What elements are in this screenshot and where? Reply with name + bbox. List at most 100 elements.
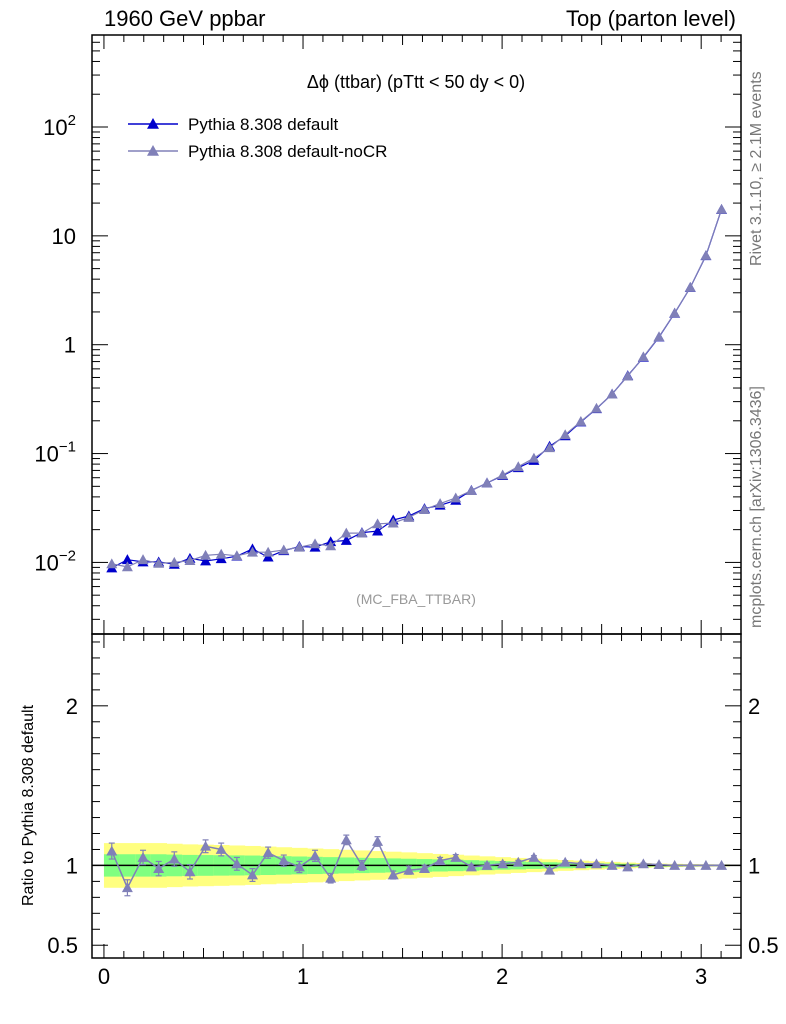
data-point	[168, 556, 180, 567]
data-point	[372, 525, 384, 536]
data-point	[231, 550, 243, 561]
ratio-data-point	[700, 859, 712, 870]
ratio-data-point	[215, 843, 227, 854]
ratio-data-point	[340, 834, 352, 845]
ratio-data-point	[434, 855, 446, 866]
ratio-data-point	[278, 855, 290, 866]
ratio-data-point	[262, 847, 274, 858]
ratio-data-point	[465, 861, 477, 872]
ratio-data-point	[325, 872, 337, 883]
ratio-data-point	[559, 856, 571, 867]
data-point	[716, 203, 728, 214]
data-point	[622, 370, 634, 381]
data-point	[465, 485, 477, 495]
ratio-frame	[91, 633, 742, 959]
series-line	[111, 209, 723, 568]
data-point	[121, 561, 133, 572]
data-point	[497, 469, 509, 480]
y-tick-label: 10	[52, 224, 76, 249]
ratio-panel: 0.5 0.5 1 1 2 2 0 1 2 3	[47, 633, 779, 989]
data-point	[653, 331, 665, 342]
data-point	[637, 351, 649, 362]
ratio-data-point	[106, 845, 118, 856]
legend-label: Pythia 8.308 default-noCR	[188, 142, 387, 161]
data-point	[309, 538, 321, 549]
ratio-data-point	[497, 858, 509, 869]
legend-marker	[147, 145, 159, 156]
ratio-data-point	[684, 859, 696, 870]
data-point	[121, 554, 133, 565]
ratio-data-point	[231, 858, 243, 869]
ratio-data-point	[528, 851, 540, 862]
header-left: 1960 GeV ppbar	[104, 6, 266, 31]
ratio-data-point	[622, 861, 634, 872]
data-point	[200, 555, 212, 566]
data-point	[200, 549, 212, 560]
x-tick-label: 1	[297, 964, 309, 989]
chart-title: Δϕ (ttbar) (pTtt < 50 dy < 0)	[307, 72, 525, 92]
ratio-data-point	[387, 869, 399, 880]
data-point	[544, 442, 556, 453]
data-point	[215, 548, 227, 559]
data-point	[434, 498, 446, 509]
series-line	[111, 209, 723, 569]
data-point	[325, 540, 337, 551]
data-point	[262, 546, 274, 557]
data-point	[153, 557, 165, 568]
data-point	[278, 544, 290, 555]
data-point	[403, 511, 415, 522]
ratio-data-point	[293, 861, 305, 872]
legend-marker	[147, 118, 159, 129]
y-tick-label: 1	[66, 853, 78, 878]
ratio-data-point	[153, 863, 165, 874]
y-tick-label: 0.5	[47, 933, 78, 958]
data-point	[669, 307, 681, 318]
y-tick-label: 2	[66, 694, 78, 719]
data-point	[246, 546, 258, 557]
ratio-data-point	[121, 882, 133, 893]
data-point	[590, 402, 602, 413]
ratio-data-point	[246, 869, 258, 880]
ratio-data-point	[512, 856, 524, 867]
ratio-data-point	[372, 835, 384, 846]
ratio-series-line	[111, 838, 722, 890]
y-tick-label-right: 2	[748, 694, 760, 719]
ratio-data-point	[606, 859, 618, 870]
data-point	[606, 388, 618, 399]
ratio-data-point	[184, 866, 196, 877]
ratio-data-point	[481, 859, 493, 870]
data-point	[372, 518, 384, 529]
analysis-label: (MC_FBA_TTBAR)	[356, 591, 476, 607]
header-right: Top (parton level)	[566, 6, 736, 31]
data-point	[340, 527, 352, 538]
ratio-data-point	[544, 864, 556, 875]
data-point	[106, 558, 118, 569]
ratio-data-point	[403, 864, 415, 875]
data-point	[387, 517, 399, 528]
ratio-data-point	[590, 858, 602, 869]
data-point	[184, 555, 196, 565]
ratio-data-point	[669, 859, 681, 870]
data-point	[481, 477, 493, 488]
ratio-data-point	[309, 850, 321, 861]
ratio-data-point	[637, 858, 649, 869]
data-point	[559, 429, 571, 440]
data-point	[418, 504, 430, 514]
data-point	[356, 527, 368, 538]
x-tick-label: 3	[695, 964, 707, 989]
y-tick-label: 1	[64, 333, 76, 358]
data-point	[340, 534, 352, 545]
data-point	[684, 281, 696, 292]
y-tick-label: 10−2	[34, 547, 76, 575]
y-tick-label: 10−1	[34, 439, 76, 467]
data-point	[575, 416, 587, 426]
y-tick-label-right: 1	[748, 853, 760, 878]
ratio-data-point	[356, 859, 368, 870]
ratio-data-point	[168, 853, 180, 864]
x-tick-label: 2	[496, 964, 508, 989]
ratio-data-point	[653, 859, 665, 870]
data-point	[137, 554, 149, 565]
ratio-data-point	[575, 858, 587, 869]
legend-label: Pythia 8.308 default	[188, 115, 339, 134]
